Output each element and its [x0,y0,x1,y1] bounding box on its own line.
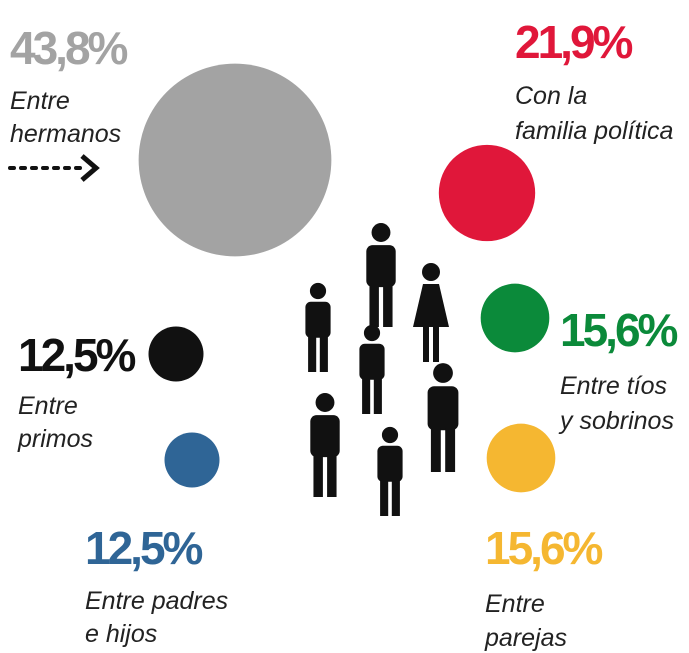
category-label: familia política [515,117,673,145]
category-label: Con la [515,82,587,110]
bubble [486,423,556,493]
category-label: Entre [485,590,545,618]
people-icons [305,223,459,516]
bubble [480,283,550,353]
category-label: Entre tíos [560,372,667,400]
category-label: Entre padres [85,587,228,615]
value-label: 15,6% [485,522,603,574]
bubble [138,63,332,257]
value-label: 15,6% [560,304,678,356]
bubble [148,326,204,382]
bubble [164,432,220,488]
category-label: e hijos [85,620,157,648]
category-label: y sobrinos [558,407,674,435]
category-label: parejas [484,624,567,652]
value-label: 12,5% [18,329,136,381]
category-label: Entre [18,392,78,420]
arrow [8,154,100,182]
category-label: primos [17,425,93,453]
category-label: Entre [10,87,70,115]
bubble [438,144,536,242]
value-label: 43,8% [10,22,128,74]
value-label: 21,9% [515,16,633,68]
category-label: hermanos [10,120,121,148]
value-label: 12,5% [85,522,203,574]
